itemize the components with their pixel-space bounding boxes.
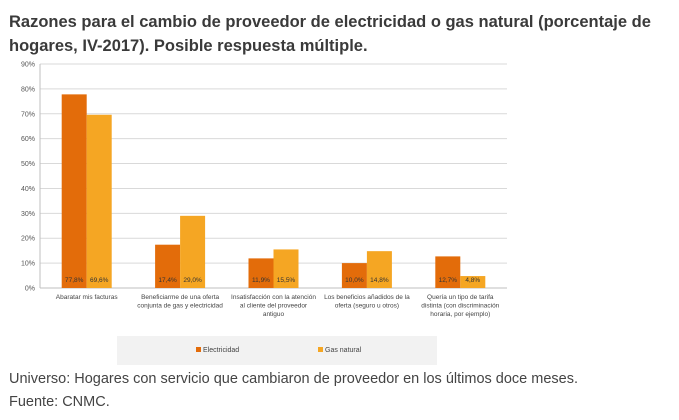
- y-tick-label: 40%: [21, 186, 35, 193]
- y-tick-label: 90%: [21, 62, 35, 69]
- y-tick-label: 30%: [21, 211, 35, 218]
- bar-electricidad: [61, 94, 87, 288]
- data-label: 11,9%: [252, 277, 270, 284]
- data-labels: 77,8% 69,6% 17,4% 29,0% 11,9% 15,5% 10,0% 14,8%…: [65, 277, 480, 284]
- data-label: 15,5%: [277, 277, 296, 284]
- data-label: 17,4%: [158, 277, 177, 284]
- data-label: 77,8%: [65, 277, 84, 284]
- universe-note: Universo: Hogares con servicio que cambi…: [9, 371, 579, 387]
- y-tick-label: 60%: [21, 136, 35, 143]
- bar-electricidad: [435, 256, 461, 288]
- y-tick-label: 70%: [21, 111, 35, 118]
- x-tick-label: Quería un tipo de tarifa: [427, 294, 494, 301]
- legend-label: Gas natural: [325, 347, 362, 354]
- x-axis-labels: Abaratar mis facturas Beneficiarme de una…: [56, 294, 500, 318]
- legend: Electricidad Gas natural: [117, 336, 437, 365]
- x-tick-label: Los beneficios añadidos de la: [324, 294, 410, 301]
- legend-box: [117, 336, 437, 365]
- x-tick-label: antiguo: [263, 311, 285, 318]
- y-tick-label: 80%: [21, 86, 35, 93]
- bar-gas-natural: [180, 215, 206, 288]
- x-tick-label: oferta (seguro u otros): [335, 303, 399, 310]
- source-note: Fuente: CNMC.: [9, 394, 110, 410]
- bars: [61, 94, 486, 288]
- data-label: 12,7%: [439, 277, 458, 284]
- data-label: 29,0%: [183, 277, 202, 284]
- legend-swatch: [318, 347, 323, 352]
- bar-electricidad: [341, 263, 367, 288]
- data-label: 10,0%: [345, 277, 364, 284]
- bar-gas-natural: [460, 276, 486, 288]
- data-label: 14,8%: [370, 277, 389, 284]
- chart-title: Razones para el cambio de proveedor de e…: [9, 13, 651, 55]
- data-label: 4,8%: [465, 277, 480, 284]
- bar-gas-natural: [273, 249, 299, 288]
- x-tick-label: distinta (con discriminación: [421, 303, 499, 310]
- y-tick-label: 20%: [21, 236, 35, 243]
- x-tick-label: Beneficiarme de una oferta: [141, 294, 219, 301]
- legend-swatch: [196, 347, 201, 352]
- y-axis-ticks: 0% 10% 20% 30% 40% 50% 60% 70% 80% 90%: [21, 62, 35, 293]
- bar-electricidad: [248, 258, 274, 288]
- bar-gas-natural: [366, 251, 392, 288]
- y-tick-label: 50%: [21, 161, 35, 168]
- y-tick-label: 0%: [25, 286, 35, 293]
- x-tick-label: al cliente del proveedor: [240, 303, 308, 310]
- x-tick-label: Abaratar mis facturas: [56, 294, 119, 301]
- legend-label: Electricidad: [203, 347, 239, 354]
- bar-gas-natural: [86, 114, 112, 288]
- x-tick-label: Insatisfacción con la atención: [231, 294, 316, 301]
- x-tick-label: horaria, por ejemplo): [430, 311, 490, 318]
- data-label: 69,6%: [90, 277, 109, 284]
- y-tick-label: 10%: [21, 261, 35, 268]
- bar-electricidad: [155, 244, 181, 288]
- x-tick-label: conjunta de gas y electricidad: [137, 303, 223, 310]
